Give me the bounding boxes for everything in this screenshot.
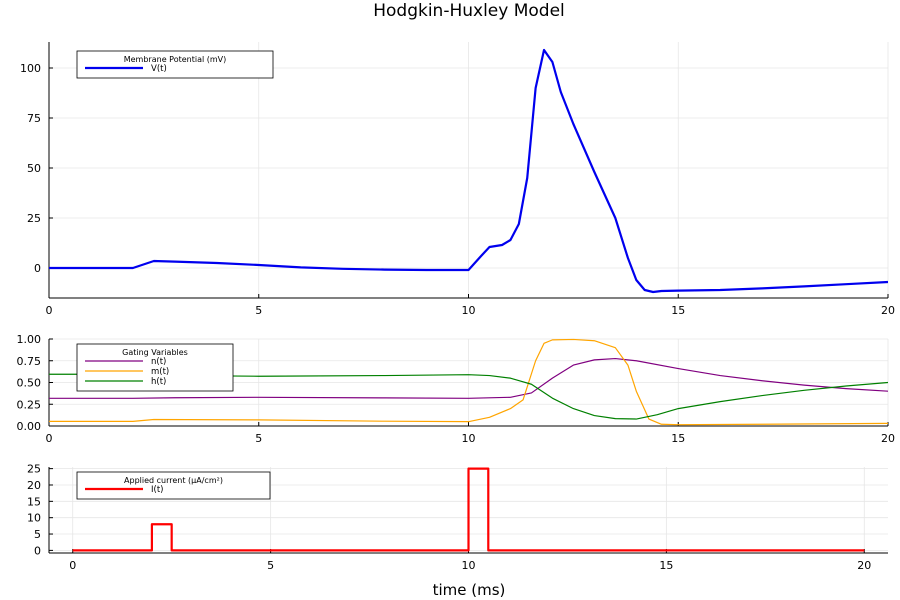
legend-label: h(t) bbox=[151, 377, 166, 387]
x-tick-label: 10 bbox=[462, 304, 476, 317]
gating-panel: 0 5 10 15 20 0.00 0.25 0.50 0.75 1.00 Gating Varia… bbox=[17, 333, 896, 445]
series-line-nt bbox=[49, 357, 888, 399]
y-tick-label: 15 bbox=[27, 495, 41, 508]
y-tick-label: 0 bbox=[34, 262, 41, 275]
legend-label: I(t) bbox=[151, 485, 163, 495]
y-tick-label: 75 bbox=[27, 112, 41, 125]
series-line-mt bbox=[49, 338, 888, 426]
legend-box bbox=[76, 50, 274, 79]
y-tick-label: 0.25 bbox=[17, 398, 42, 411]
y-tick-label: 25 bbox=[27, 212, 41, 225]
y-tick-label: 0 bbox=[34, 544, 41, 557]
x-tick-label: 0 bbox=[46, 432, 53, 445]
current-panel: 0 5 10 15 20 0 5 10 15 20 25 Applied current (μA/cm… bbox=[27, 463, 888, 572]
x-tick-label: 15 bbox=[671, 432, 685, 445]
x-tick-label: 20 bbox=[881, 432, 895, 445]
legend-box bbox=[76, 471, 271, 500]
y-tick-label: 0.00 bbox=[17, 420, 42, 433]
legend-label: n(t) bbox=[151, 357, 166, 367]
x-tick-label: 5 bbox=[255, 432, 262, 445]
y-tick-label: 0.50 bbox=[17, 377, 42, 390]
y-tick-label: 25 bbox=[27, 463, 41, 476]
y-tick-label: 5 bbox=[34, 528, 41, 541]
chart-title: Hodgkin-Huxley Model bbox=[373, 1, 565, 21]
y-tick-label: 100 bbox=[20, 62, 41, 75]
x-tick-label: 20 bbox=[881, 304, 895, 317]
x-tick-label: 5 bbox=[267, 559, 274, 572]
voltage-panel: 0 5 10 15 20 0 25 50 75 100 Membrane Potential (mV… bbox=[20, 42, 895, 317]
x-axis-label: time (ms) bbox=[433, 581, 506, 599]
legend-title: Membrane Potential (mV) bbox=[124, 55, 227, 64]
y-tick-label: 50 bbox=[27, 162, 41, 175]
legend-title: Applied current (μA/cm²) bbox=[124, 476, 223, 485]
legend: Membrane Potential (mV)V(t) bbox=[76, 50, 274, 79]
x-tick-label: 0 bbox=[69, 559, 76, 572]
series-line-it bbox=[72, 467, 865, 552]
legend: Applied current (μA/cm²)I(t) bbox=[76, 471, 271, 500]
x-tick-label: 10 bbox=[462, 432, 476, 445]
x-tick-label: 15 bbox=[659, 559, 673, 572]
series-line-ht bbox=[49, 373, 888, 420]
y-tick-label: 20 bbox=[27, 479, 41, 492]
legend-label: V(t) bbox=[151, 64, 167, 74]
x-tick-label: 0 bbox=[46, 304, 53, 317]
legend-label: m(t) bbox=[151, 367, 169, 377]
legend-title: Gating Variables bbox=[122, 348, 188, 357]
series-line-vt bbox=[49, 48, 888, 294]
y-tick-label: 10 bbox=[27, 512, 41, 525]
x-tick-label: 20 bbox=[857, 559, 871, 572]
legend-box bbox=[76, 343, 234, 392]
y-tick-label: 0.75 bbox=[17, 355, 42, 368]
x-tick-label: 10 bbox=[462, 559, 476, 572]
x-tick-label: 15 bbox=[671, 304, 685, 317]
x-tick-label: 5 bbox=[255, 304, 262, 317]
y-tick-label: 1.00 bbox=[17, 333, 42, 346]
